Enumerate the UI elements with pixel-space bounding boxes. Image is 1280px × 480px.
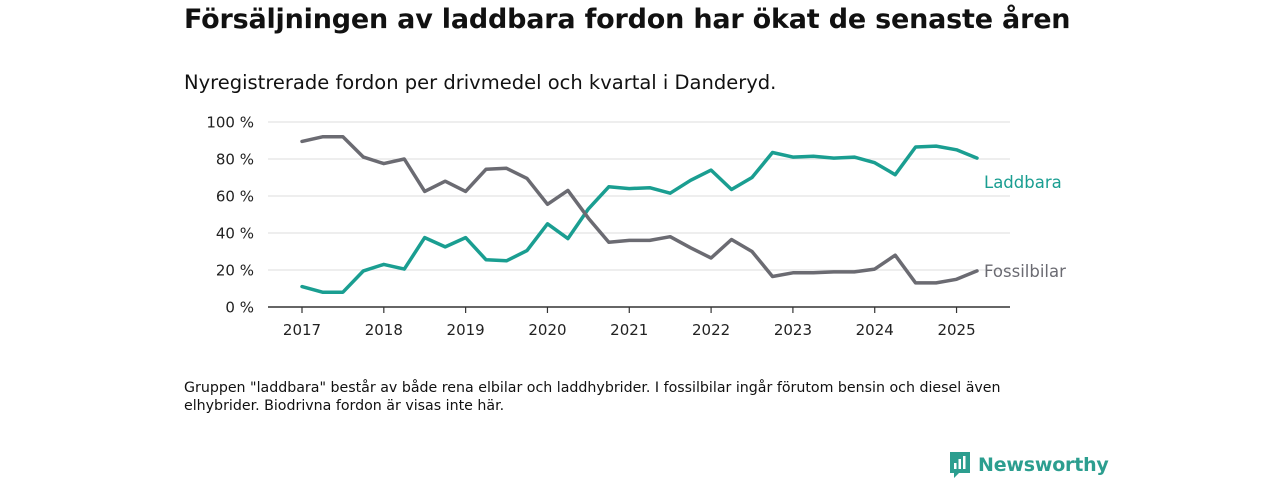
chart-subtitle: Nyregistrerade fordon per drivmedel och … — [184, 71, 777, 94]
y-tick-label: 60 % — [216, 188, 254, 206]
x-tick-label: 2024 — [856, 321, 894, 339]
series-lines — [300, 135, 979, 294]
x-axis: 2017 2018 2019 2020 2021 2022 2023 2024 2025 — [268, 306, 1010, 339]
y-tick-label: 100 % — [206, 114, 254, 132]
x-tick-label: 2022 — [692, 321, 730, 339]
series-line-fossilbilar — [300, 135, 979, 285]
x-tick-label: 2023 — [774, 321, 812, 339]
y-tick-label: 40 % — [216, 225, 254, 243]
newsworthy-logo-icon — [950, 452, 970, 478]
brand-name: Newsworthy — [978, 454, 1109, 476]
x-tick-label: 2017 — [283, 321, 321, 339]
series-label-laddbara: Laddbara — [984, 173, 1062, 192]
brand-logo: Newsworthy — [948, 450, 1109, 480]
y-axis: 0 % 20 % 40 % 60 % 80 % 100 % — [206, 114, 254, 317]
x-tick-label: 2021 — [610, 321, 648, 339]
series-line-laddbara — [300, 144, 979, 294]
footnote: Gruppen "laddbara" består av både rena e… — [184, 380, 1001, 414]
chart-title: Försäljningen av laddbara fordon har öka… — [184, 4, 1071, 35]
x-tick-label: 2020 — [528, 321, 566, 339]
x-tick-label: 2019 — [447, 321, 485, 339]
x-tick-label: 2018 — [365, 321, 403, 339]
series-label-fossilbilar: Fossilbilar — [984, 262, 1066, 281]
y-tick-label: 0 % — [225, 299, 254, 317]
x-tick-label: 2025 — [937, 321, 975, 339]
y-tick-label: 20 % — [216, 262, 254, 280]
y-tick-label: 80 % — [216, 151, 254, 169]
series-labels: Laddbara Fossilbilar — [984, 173, 1066, 281]
grid-lines — [268, 121, 1010, 271]
